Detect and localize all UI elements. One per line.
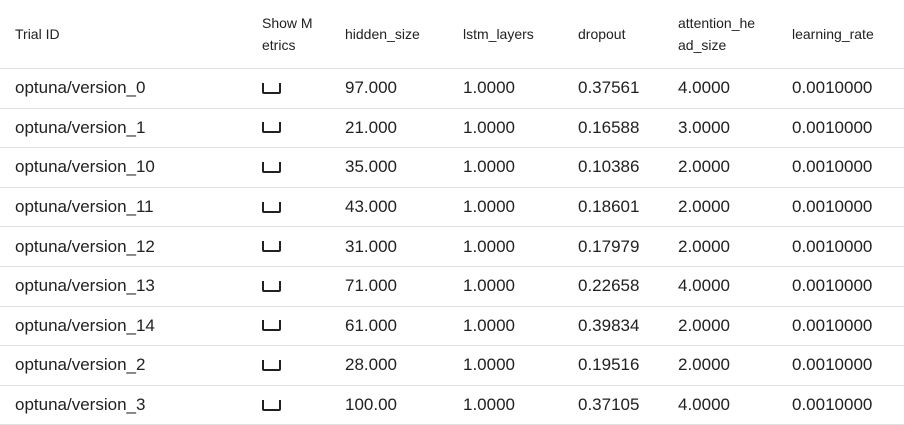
cell-learning-rate: 0.0010000 [792,355,873,375]
show-metrics-checkbox[interactable] [262,122,281,134]
cell-trial-id: optuna/version_10 [15,157,155,177]
cell-trial-id: optuna/version_3 [15,395,146,415]
show-metrics-checkbox[interactable] [262,161,281,173]
cell-show-metrics [262,280,345,292]
cell-lstm-layers: 1.0000 [463,157,515,177]
cell-show-metrics [262,161,345,173]
cell-show-metrics [262,82,345,94]
table-header-row: Trial ID Show Metrics hidden_size lstm_l… [0,0,904,69]
cell-dropout: 0.17979 [578,236,640,256]
column-header-attention-head-size[interactable]: attention_head_size [678,15,756,53]
cell-dropout: 0.37561 [578,78,640,98]
show-metrics-checkbox[interactable] [262,359,281,371]
cell-attention-head-size: 2.0000 [678,157,730,177]
cell-attention-head-size: 2.0000 [678,236,730,256]
cell-hidden-size: 28.000 [345,355,397,375]
cell-learning-rate: 0.0010000 [792,157,873,177]
column-header-trial-id[interactable]: Trial ID [15,26,60,42]
column-header-lstm-layers[interactable]: lstm_layers [463,26,534,42]
column-header-learning-rate[interactable]: learning_rate [792,26,874,42]
cell-show-metrics [262,359,345,371]
cell-attention-head-size: 2.0000 [678,355,730,375]
cell-dropout: 0.16588 [578,117,640,137]
cell-trial-id: optuna/version_12 [15,236,155,256]
cell-attention-head-size: 4.0000 [678,78,730,98]
cell-dropout: 0.19516 [578,355,640,375]
show-metrics-checkbox[interactable] [262,399,281,411]
table-row: optuna/version_2 28.000 1.0000 0.19516 2.000… [0,346,904,386]
cell-hidden-size: 43.000 [345,197,397,217]
cell-dropout: 0.37105 [578,395,640,415]
column-header-hidden-size[interactable]: hidden_size [345,26,420,42]
cell-hidden-size: 31.000 [345,236,397,256]
cell-trial-id: optuna/version_14 [15,315,155,335]
cell-hidden-size: 71.000 [345,276,397,296]
cell-lstm-layers: 1.0000 [463,315,515,335]
cell-show-metrics [262,399,345,411]
table-row: optuna/version_14 61.000 1.0000 0.39834 2.00… [0,307,904,347]
cell-show-metrics [262,320,345,332]
cell-lstm-layers: 1.0000 [463,355,515,375]
cell-hidden-size: 35.000 [345,157,397,177]
table-body: optuna/version_0 97.000 1.0000 0.37561 4.000… [0,69,904,425]
table-row: optuna/version_10 35.000 1.0000 0.10386 2.00… [0,148,904,188]
cell-learning-rate: 0.0010000 [792,395,873,415]
show-metrics-checkbox[interactable] [262,320,281,332]
cell-dropout: 0.18601 [578,197,640,217]
cell-learning-rate: 0.0010000 [792,117,873,137]
cell-learning-rate: 0.0010000 [792,197,873,217]
cell-trial-id: optuna/version_0 [15,78,146,98]
cell-lstm-layers: 1.0000 [463,236,515,256]
cell-lstm-layers: 1.0000 [463,395,515,415]
cell-learning-rate: 0.0010000 [792,236,873,256]
cell-trial-id: optuna/version_13 [15,276,155,296]
cell-dropout: 0.39834 [578,315,640,335]
column-header-show-metrics[interactable]: Show Metrics [262,15,313,53]
cell-dropout: 0.22658 [578,276,640,296]
cell-trial-id: optuna/version_11 [15,197,154,217]
cell-hidden-size: 21.000 [345,117,397,137]
cell-dropout: 0.10386 [578,157,640,177]
cell-lstm-layers: 1.0000 [463,117,515,137]
show-metrics-checkbox[interactable] [262,201,281,213]
table-row: optuna/version_0 97.000 1.0000 0.37561 4.000… [0,69,904,109]
cell-attention-head-size: 4.0000 [678,395,730,415]
cell-trial-id: optuna/version_1 [15,117,146,137]
column-header-dropout[interactable]: dropout [578,26,626,42]
cell-lstm-layers: 1.0000 [463,276,515,296]
table-row: optuna/version_12 31.000 1.0000 0.17979 2.00… [0,227,904,267]
cell-lstm-layers: 1.0000 [463,78,515,98]
cell-attention-head-size: 2.0000 [678,197,730,217]
cell-hidden-size: 97.000 [345,78,397,98]
cell-attention-head-size: 2.0000 [678,315,730,335]
cell-attention-head-size: 4.0000 [678,276,730,296]
cell-hidden-size: 61.000 [345,315,397,335]
cell-hidden-size: 100.00 [345,395,397,415]
table-row: optuna/version_1 21.000 1.0000 0.16588 3.000… [0,109,904,149]
table-row: optuna/version_3 100.00 1.0000 0.37105 4.000… [0,386,904,425]
cell-learning-rate: 0.0010000 [792,276,873,296]
cell-attention-head-size: 3.0000 [678,117,730,137]
table-row: optuna/version_11 43.000 1.0000 0.18601 2.00… [0,188,904,228]
show-metrics-checkbox[interactable] [262,241,281,253]
show-metrics-checkbox[interactable] [262,280,281,292]
cell-show-metrics [262,122,345,134]
cell-show-metrics [262,241,345,253]
cell-lstm-layers: 1.0000 [463,197,515,217]
table-row: optuna/version_13 71.000 1.0000 0.22658 4.00… [0,267,904,307]
cell-show-metrics [262,201,345,213]
cell-trial-id: optuna/version_2 [15,355,146,375]
cell-learning-rate: 0.0010000 [792,78,873,98]
cell-learning-rate: 0.0010000 [792,315,873,335]
show-metrics-checkbox[interactable] [262,82,281,94]
